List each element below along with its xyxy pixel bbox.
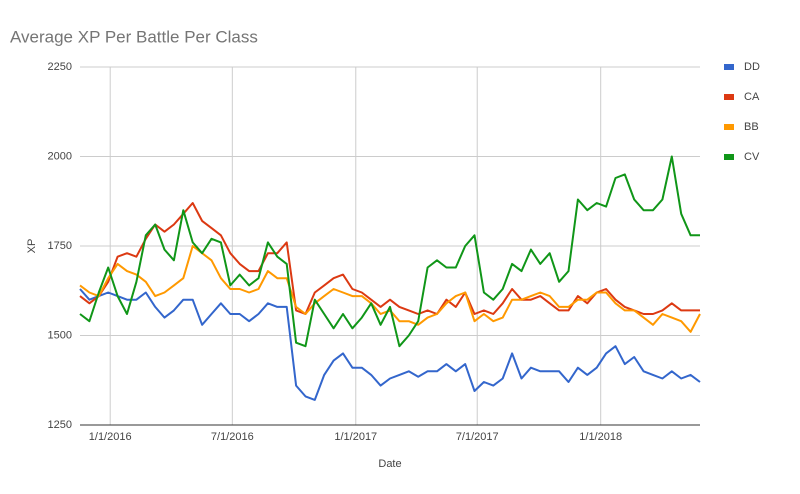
legend-label: BB	[744, 121, 759, 133]
y-tick-label: 1500	[48, 329, 72, 341]
x-tick-label: 1/1/2016	[89, 431, 132, 443]
x-tick-label: 7/1/2017	[456, 431, 499, 443]
series-line	[79, 288, 701, 401]
x-tick-label: 1/1/2018	[579, 431, 622, 443]
legend-label: CA	[744, 91, 760, 103]
legend-swatch	[724, 124, 734, 130]
chart-title: Average XP Per Battle Per Class	[10, 27, 258, 46]
y-tick-label: 2000	[48, 150, 72, 162]
legend-label: CV	[744, 151, 760, 163]
y-tick-label: 2250	[48, 61, 72, 73]
legend-swatch	[724, 154, 734, 160]
legend-label: DD	[744, 61, 760, 73]
legend-swatch	[724, 94, 734, 100]
y-tick-label: 1250	[48, 419, 72, 431]
legend-swatch	[724, 64, 734, 70]
series-line	[79, 155, 700, 348]
y-tick-label: 1750	[48, 240, 72, 252]
x-tick-label: 7/1/2016	[211, 431, 254, 443]
y-axis-label: XP	[26, 239, 38, 254]
x-axis-label: Date	[378, 458, 401, 470]
x-tick-label: 1/1/2017	[334, 431, 377, 443]
